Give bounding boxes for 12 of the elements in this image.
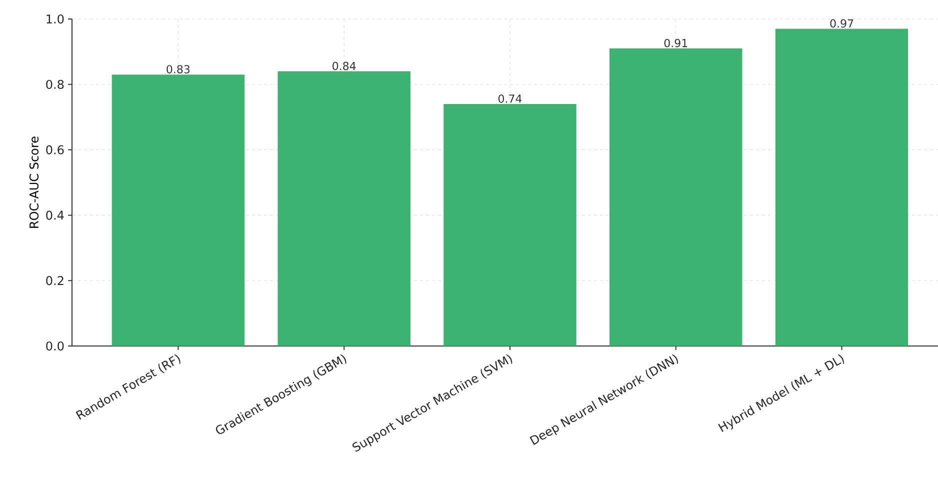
data-label: 0.83 — [166, 65, 190, 74]
data-label: 0.74 — [498, 94, 522, 103]
y-tick-label: 0.6 — [46, 145, 64, 154]
y-tick-label: 1.0 — [46, 14, 64, 24]
y-tick-label: 0.4 — [46, 210, 64, 220]
y-tick-label: 0.8 — [46, 80, 64, 89]
y-tick-label: 0.2 — [46, 276, 64, 286]
y-tick-label: 0.0 — [46, 341, 64, 351]
data-label: 0.97 — [830, 19, 854, 28]
y-axis-title: ROC-AUC Score — [29, 136, 39, 228]
data-label: 0.91 — [664, 38, 688, 48]
data-label: 0.84 — [332, 62, 356, 70]
